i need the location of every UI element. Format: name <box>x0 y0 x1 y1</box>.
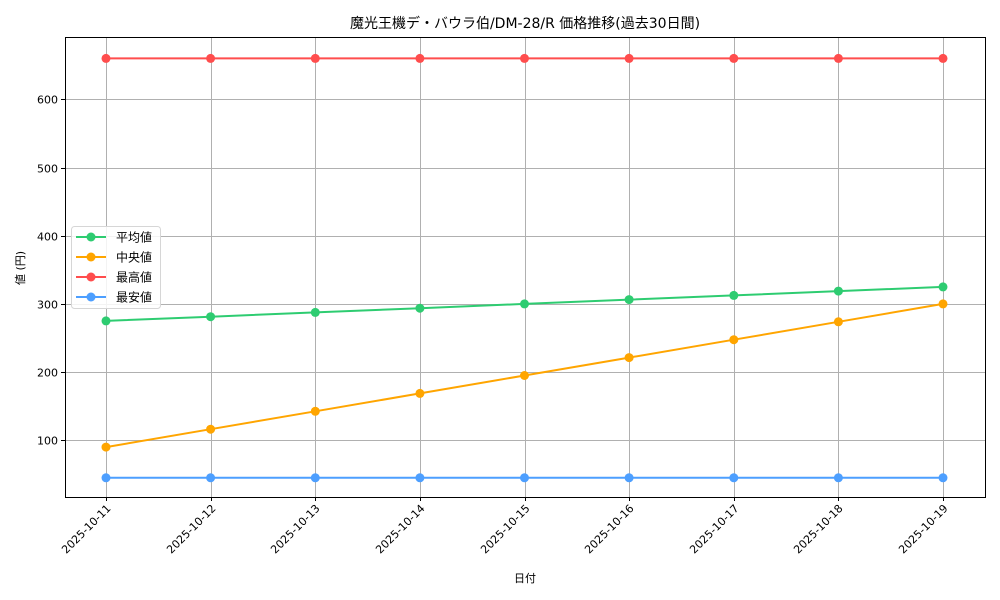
data-point <box>729 290 739 300</box>
data-point <box>415 388 425 398</box>
data-point <box>101 442 111 452</box>
legend-marker-icon <box>86 292 96 302</box>
x-tick-label: 2025-10-13 <box>268 502 322 556</box>
data-point <box>729 473 739 483</box>
x-tick-label: 2025-10-19 <box>896 502 950 556</box>
data-point <box>624 353 634 363</box>
legend-item: 平均値 <box>76 230 152 245</box>
data-point <box>101 473 111 483</box>
data-point <box>938 282 948 292</box>
x-tick-label: 2025-10-12 <box>164 502 218 556</box>
data-point <box>624 295 634 305</box>
y-tick-label: 400 <box>37 231 58 244</box>
data-point <box>206 424 216 434</box>
data-point <box>415 473 425 483</box>
y-tick-label: 100 <box>37 435 58 448</box>
series-layer <box>101 53 948 483</box>
data-point <box>520 473 529 483</box>
data-point <box>415 53 425 63</box>
legend-label: 中央値 <box>116 250 152 265</box>
data-point <box>101 53 111 63</box>
data-point <box>833 317 843 327</box>
data-point <box>206 53 216 63</box>
series-line <box>101 53 948 63</box>
x-tick-label: 2025-10-18 <box>791 502 845 556</box>
data-point <box>415 303 425 313</box>
x-tick-label: 2025-10-16 <box>582 502 636 556</box>
data-point <box>729 53 739 63</box>
y-axis-ticks: 100 200 300 400 500 600 <box>37 94 65 448</box>
data-point <box>101 316 111 326</box>
data-point <box>938 473 948 483</box>
legend-marker-icon <box>86 232 96 242</box>
series-line <box>101 473 948 483</box>
legend-item: 最高値 <box>76 270 152 285</box>
series-line <box>101 299 948 452</box>
data-point <box>833 53 843 63</box>
legend-item: 中央値 <box>76 250 152 265</box>
x-axis-label: 日付 <box>514 572 536 585</box>
data-point <box>624 53 634 63</box>
y-tick-label: 600 <box>37 94 58 107</box>
legend-label: 最高値 <box>116 270 152 285</box>
data-point <box>520 53 529 63</box>
data-point <box>938 53 948 63</box>
data-point <box>310 406 320 416</box>
y-tick-label: 500 <box>37 163 58 176</box>
data-point <box>310 473 320 483</box>
x-tick-label: 2025-10-15 <box>478 502 532 556</box>
y-tick-label: 300 <box>37 299 58 312</box>
data-point <box>833 286 843 296</box>
x-tick-label: 2025-10-14 <box>373 502 427 556</box>
legend-frame <box>71 226 161 309</box>
data-point <box>310 307 320 317</box>
legend-marker-icon <box>86 252 96 262</box>
x-axis-ticks: 2025-10-11 2025-10-12 2025-10-13 2025-10-14… <box>59 497 951 556</box>
y-tick-label: 200 <box>37 367 58 380</box>
data-point <box>206 473 216 483</box>
data-point <box>206 312 216 322</box>
data-point <box>833 473 843 483</box>
series-line <box>101 282 948 326</box>
grid-lines <box>65 37 985 497</box>
x-tick-label: 2025-10-17 <box>687 502 741 556</box>
legend-label: 最安値 <box>116 290 152 305</box>
legend-marker-icon <box>86 272 96 282</box>
data-point <box>938 299 948 309</box>
data-point <box>520 371 529 380</box>
legend-item: 最安値 <box>76 290 152 305</box>
data-point <box>624 473 634 483</box>
data-point <box>310 53 320 63</box>
data-point <box>520 299 529 309</box>
legend-label: 平均値 <box>116 230 152 245</box>
x-tick-label: 2025-10-11 <box>59 502 113 556</box>
y-axis-label: 値 (円) <box>14 251 27 285</box>
chart-title: 魔光王機デ・バウラ伯/DM-28/R 価格推移(過去30日間) <box>350 15 700 32</box>
data-point <box>729 335 739 345</box>
